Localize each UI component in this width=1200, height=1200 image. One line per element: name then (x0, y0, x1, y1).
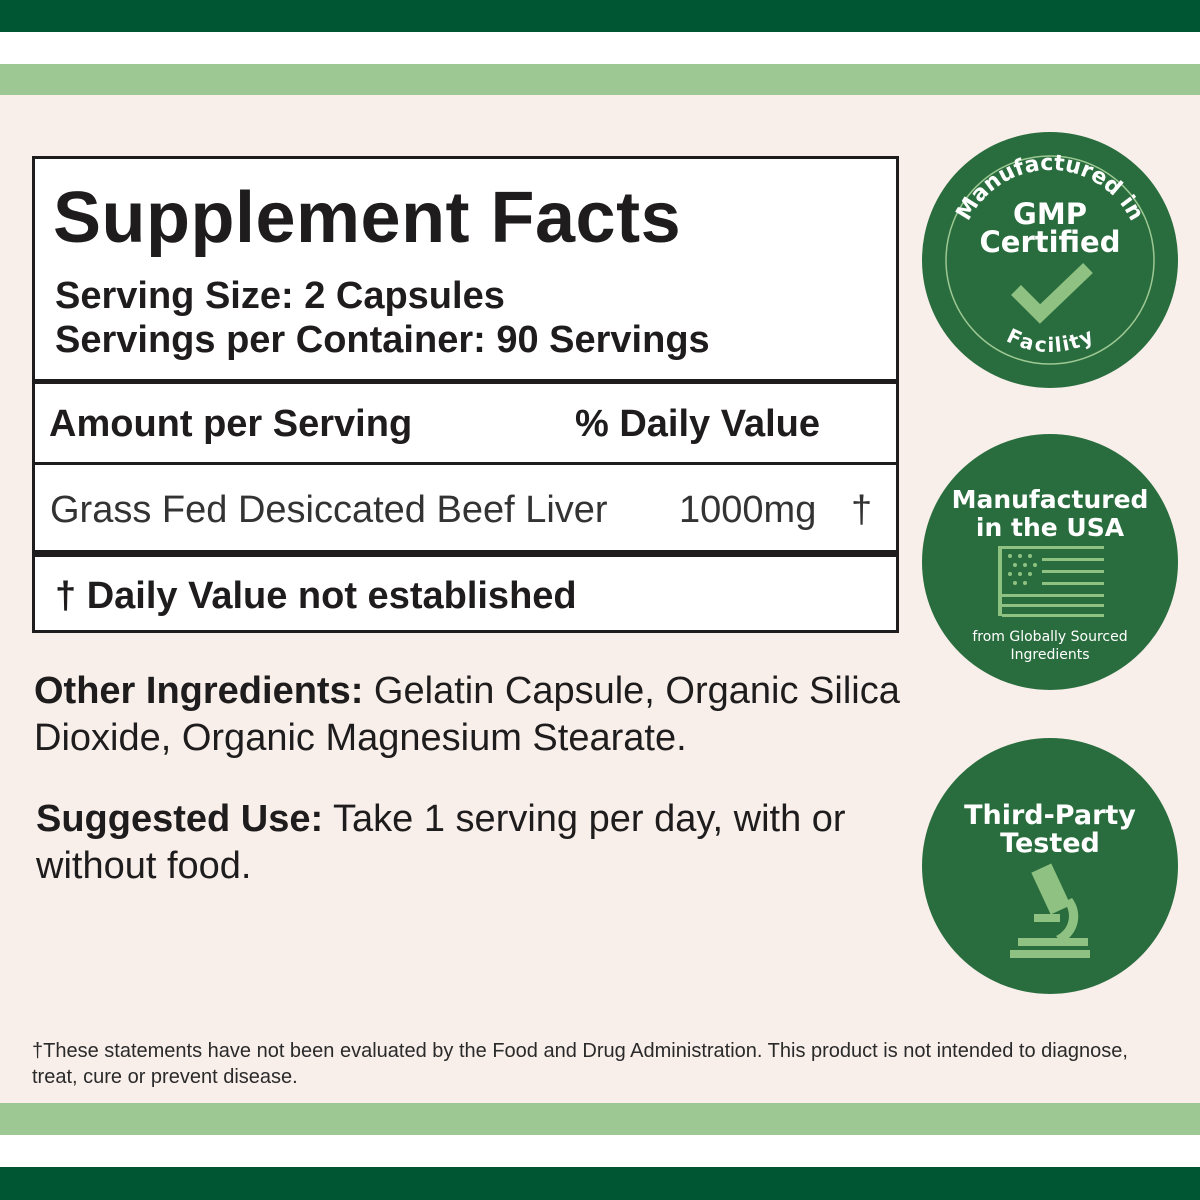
bottom-dark-band (0, 1167, 1200, 1200)
check-icon (1011, 262, 1093, 324)
serving-size: Serving Size: 2 Capsules (55, 275, 505, 317)
suggested-use-text: Take 1 serving per day, with or without … (36, 798, 846, 887)
facts-title: Supplement Facts (53, 178, 682, 258)
us-flag-icon (998, 546, 1104, 617)
microscope-icon (1010, 863, 1090, 958)
servings-per-container: Servings per Container: 90 Servings (55, 319, 710, 361)
badge-line1: GMP (1013, 197, 1087, 231)
top-white-band (0, 32, 1200, 64)
suggested-use-label: Suggested Use: (36, 798, 324, 840)
dv-footnote: † Daily Value not established (55, 575, 577, 617)
ingredient-amount: 1000mg (679, 489, 817, 531)
suggested-use: Suggested Use: Take 1 serving per day, w… (36, 796, 856, 890)
badge-sub2: Ingredients (1011, 647, 1090, 663)
divider (35, 550, 896, 557)
badge-line2: Tested (1000, 828, 1100, 859)
other-ingredients: Other Ingredients: Gelatin Capsule, Orga… (34, 668, 914, 762)
dv-header: % Daily Value (575, 403, 821, 445)
third-party-tested-badge: Third-Party Tested (922, 738, 1178, 994)
ingredient-dv: † (851, 489, 873, 531)
divider (35, 462, 896, 465)
supplement-facts-panel: Supplement Facts Serving Size: 2 Capsule… (32, 156, 899, 633)
top-light-band (0, 64, 1200, 95)
gmp-certified-badge: Manufactured in Facility GMP Certified (922, 132, 1178, 388)
other-ingredients-text: Gelatin Capsule, Organic Silica Dioxide,… (34, 670, 900, 759)
amount-header: Amount per Serving (49, 403, 413, 445)
badge-line1: Manufactured (952, 485, 1149, 514)
bottom-white-band (0, 1135, 1200, 1167)
badge-line2: in the USA (976, 513, 1125, 542)
other-ingredients-label: Other Ingredients: (34, 670, 364, 712)
made-in-usa-badge: Manufactured in the USA from Globally So… (922, 434, 1178, 690)
badge-line1: Third-Party (964, 800, 1136, 831)
divider (35, 379, 896, 384)
ingredient-name: Grass Fed Desiccated Beef Liver (50, 489, 608, 531)
top-dark-band (0, 0, 1200, 32)
badge-sub1: from Globally Sourced (972, 629, 1127, 645)
bottom-light-band (0, 1103, 1200, 1135)
badge-line2: Certified (980, 225, 1121, 259)
fda-disclaimer: †These statements have not been evaluate… (32, 1040, 1128, 1088)
